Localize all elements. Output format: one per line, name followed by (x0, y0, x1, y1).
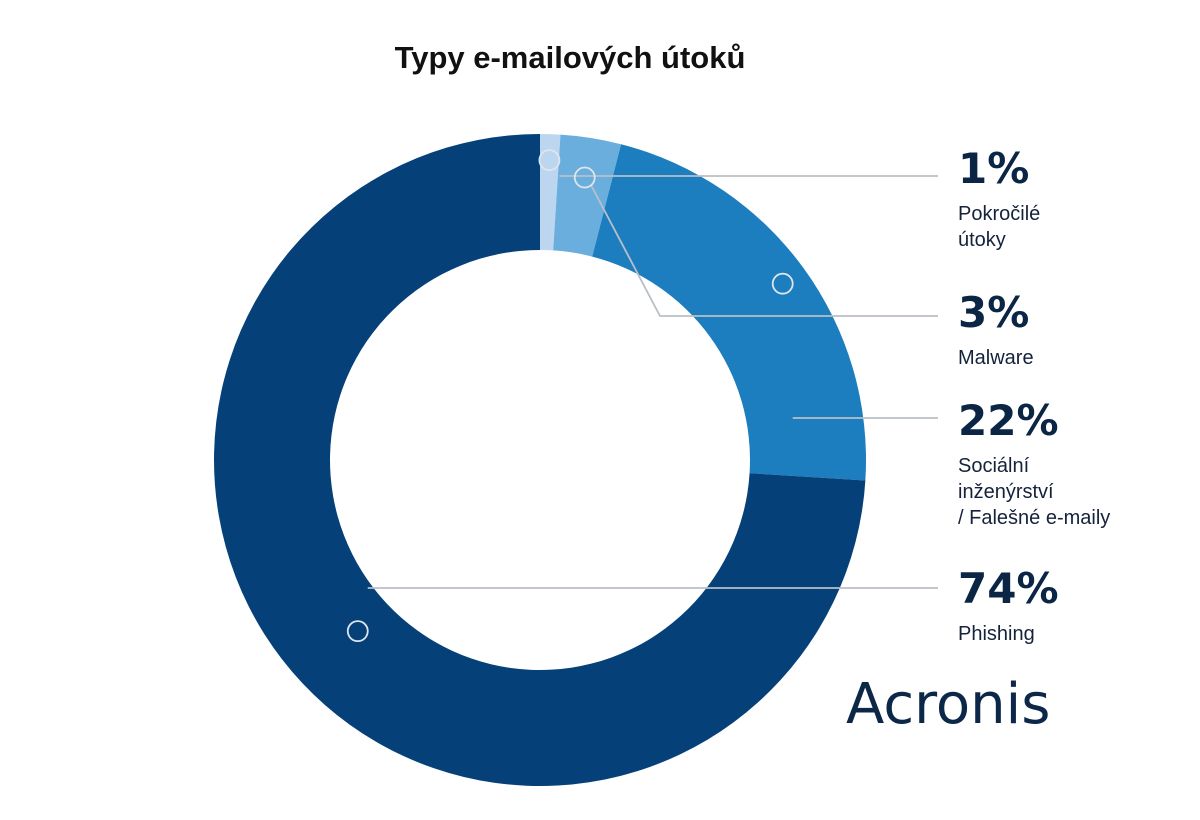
slice-label-socialni-inzenyrstvi-falesne-e-maily: Sociální inženýrství / Falešné e-maily (958, 455, 1110, 529)
acronis-logo: Acronis (846, 672, 1050, 737)
logo-wordmark: Acronis (846, 672, 1050, 737)
slice-percent-malware: 3% (958, 288, 1029, 337)
leader-marker-socialni-inzenyrstvi-falesne-e-maily (771, 272, 794, 295)
donut-slices (214, 134, 866, 786)
slice-phishing (214, 134, 866, 786)
leader-marker-pokrocile-utoky (538, 149, 561, 172)
slice-percent-pokrocile-utoky: 1% (958, 144, 1029, 193)
leader-lines (346, 149, 938, 643)
slice-percent-phishing: 74% (958, 564, 1059, 613)
slice-malware (553, 134, 622, 257)
slice-label-phishing: Phishing (958, 623, 1035, 645)
leader-marker-phishing (346, 620, 369, 643)
chart-title: Typy e-mailových útoků (394, 40, 746, 75)
slice-label-pokrocile-utoky: Pokročilé útoky (958, 203, 1040, 251)
slice-label-malware: Malware (958, 347, 1034, 369)
slice-socialni-inzenyrstvi-falesne-e-maily (592, 144, 866, 481)
leader-line-malware (589, 184, 938, 317)
slice-pokrocile-utoky (540, 134, 561, 251)
slice-percent-socialni-inzenyrstvi-falesne-e-maily: 22% (958, 396, 1059, 445)
leader-marker-malware (573, 166, 596, 189)
slice-labels: 1% Pokročilé útoky 3% Malware 22% Sociální inže… (958, 144, 1110, 645)
